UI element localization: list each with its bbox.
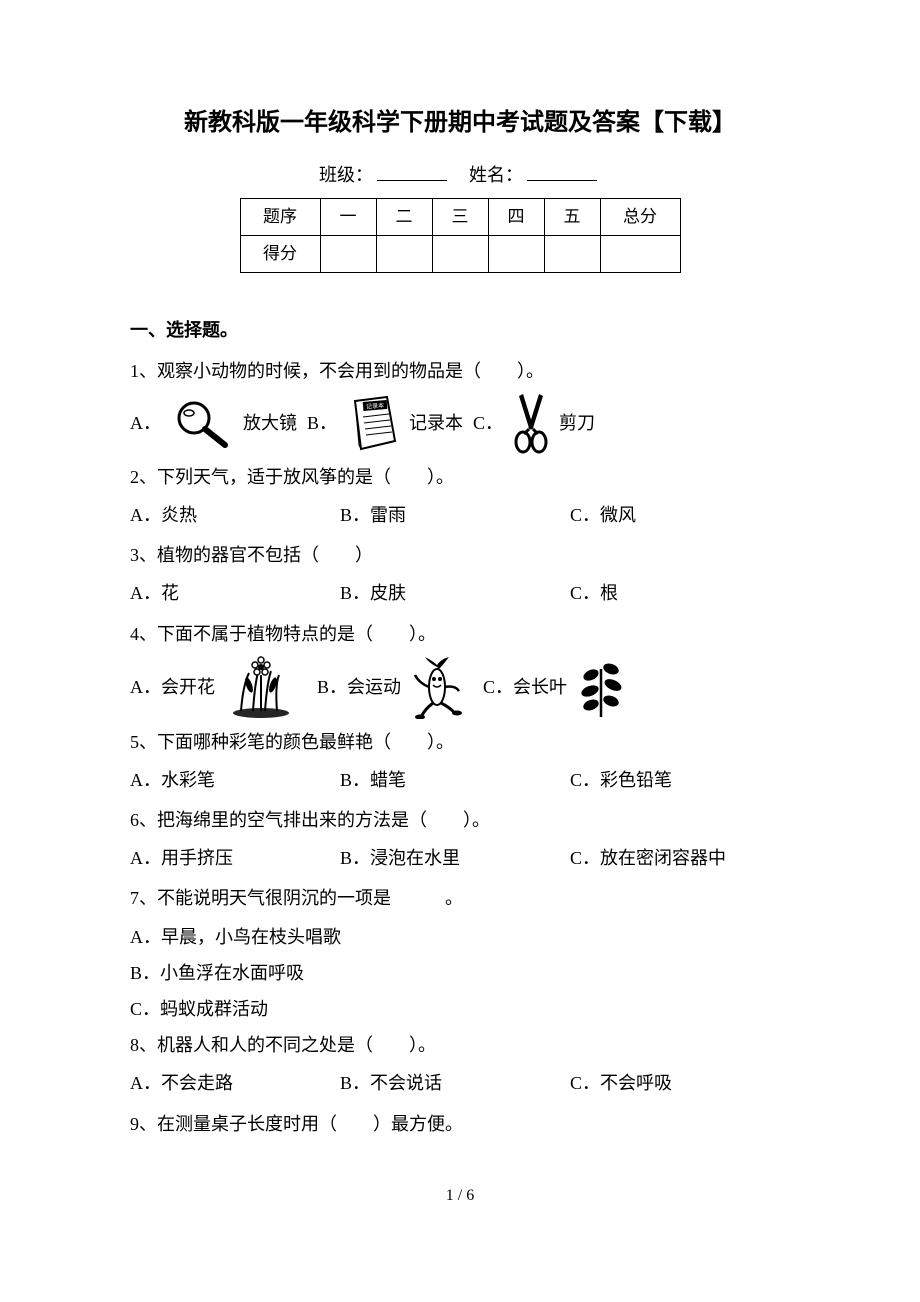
question-1-text: 1、观察小动物的时候，不会用到的物品是（ ）。 xyxy=(130,354,790,388)
table-cell: 五 xyxy=(544,198,600,235)
option-c: C．根 xyxy=(570,576,790,610)
option-b: B．皮肤 xyxy=(340,576,560,610)
question-9-text: 9、在测量桌子长度时用（ ）最方便。 xyxy=(130,1107,790,1141)
question-8-text: 8、机器人和人的不同之处是（ ）。 xyxy=(130,1028,790,1062)
table-cell: 四 xyxy=(488,198,544,235)
running-plant-icon xyxy=(407,655,467,719)
question-6-options: A．用手挤压 B．浸泡在水里 C．放在密闭容器中 xyxy=(130,841,790,875)
table-cell xyxy=(432,236,488,273)
option-b-prefix: B． xyxy=(307,406,337,440)
question-2-options: A．炎热 B．雷雨 C．微风 xyxy=(130,498,790,532)
table-cell xyxy=(376,236,432,273)
option-b-label: 会运动 xyxy=(347,670,401,704)
table-row: 题序 一 二 三 四 五 总分 xyxy=(240,198,680,235)
option-a-prefix: A． xyxy=(130,406,161,440)
option-c: C．彩色铅笔 xyxy=(570,763,790,797)
question-7-options: A．早晨，小鸟在枝头唱歌 B．小鱼浮在水面呼吸 C．蚂蚁成群活动 xyxy=(130,920,790,1027)
option-c: C．不会呼吸 xyxy=(570,1066,790,1100)
option-b-label: 记录本 xyxy=(409,406,463,440)
question-4-options: A． 会开花 xyxy=(130,655,790,719)
flower-plant-icon xyxy=(221,655,301,719)
option-c-prefix: C． xyxy=(473,406,503,440)
notebook-icon: 记录本 xyxy=(343,393,403,453)
option-c: C．放在密闭容器中 xyxy=(570,841,790,875)
name-blank xyxy=(527,163,597,181)
table-cell: 一 xyxy=(320,198,376,235)
option-c-prefix: C． xyxy=(483,670,513,704)
option-a: A． 放大镜 xyxy=(130,398,297,448)
class-blank xyxy=(377,163,447,181)
option-a-label: 会开花 xyxy=(161,670,215,704)
option-b: B．不会说话 xyxy=(340,1066,560,1100)
question-4-text: 4、下面不属于植物特点的是（ ）。 xyxy=(130,617,790,651)
option-b: B．雷雨 xyxy=(340,498,560,532)
option-c-label: 会长叶 xyxy=(513,670,567,704)
option-a: A．水彩笔 xyxy=(130,763,330,797)
option-a: A．花 xyxy=(130,576,330,610)
option-c: C． 会长叶 xyxy=(483,655,635,719)
question-8-options: A．不会走路 B．不会说话 C．不会呼吸 xyxy=(130,1066,790,1100)
table-cell xyxy=(544,236,600,273)
leafy-plant-icon xyxy=(573,655,629,719)
table-cell: 二 xyxy=(376,198,432,235)
name-label: 姓名： xyxy=(469,165,523,185)
option-a: A．不会走路 xyxy=(130,1066,330,1100)
option-a: A．早晨，小鸟在枝头唱歌 xyxy=(130,920,790,954)
option-c: C． 剪刀 xyxy=(473,392,595,454)
question-3-options: A．花 B．皮肤 C．根 xyxy=(130,576,790,610)
table-cell: 得分 xyxy=(240,236,320,273)
page-number: 1 / 6 xyxy=(130,1181,790,1211)
scissors-icon xyxy=(509,392,553,454)
question-2-text: 2、下列天气，适于放风筝的是（ ）。 xyxy=(130,460,790,494)
magnifier-icon xyxy=(167,398,237,448)
table-row: 得分 xyxy=(240,236,680,273)
option-b: B．小鱼浮在水面呼吸 xyxy=(130,956,790,990)
option-a-label: 放大镜 xyxy=(243,406,297,440)
question-1-options: A． 放大镜 B． 记录本 记录本 C． xyxy=(130,392,790,454)
question-6-text: 6、把海绵里的空气排出来的方法是（ ）。 xyxy=(130,803,790,837)
option-b: B． 记录本 记录本 xyxy=(307,393,463,453)
option-b-prefix: B． xyxy=(317,670,347,704)
question-3-text: 3、植物的器官不包括（ ） xyxy=(130,538,790,572)
option-a-prefix: A． xyxy=(130,670,161,704)
option-b: B．蜡笔 xyxy=(340,763,560,797)
option-b: B． 会运动 xyxy=(317,655,473,719)
page-title: 新教科版一年级科学下册期中考试题及答案【下载】 xyxy=(130,100,790,146)
class-name-row: 班级： 姓名： xyxy=(130,158,790,192)
section-heading: 一、选择题。 xyxy=(130,313,790,347)
option-a: A． 会开花 xyxy=(130,655,307,719)
question-5-text: 5、下面哪种彩笔的颜色最鲜艳（ ）。 xyxy=(130,725,790,759)
table-cell xyxy=(488,236,544,273)
table-cell xyxy=(600,236,680,273)
class-label: 班级： xyxy=(319,165,373,185)
table-cell: 三 xyxy=(432,198,488,235)
option-c: C．蚂蚁成群活动 xyxy=(130,992,790,1026)
question-5-options: A．水彩笔 B．蜡笔 C．彩色铅笔 xyxy=(130,763,790,797)
option-b: B．浸泡在水里 xyxy=(340,841,560,875)
table-cell: 题序 xyxy=(240,198,320,235)
option-a: A．用手挤压 xyxy=(130,841,330,875)
option-a: A．炎热 xyxy=(130,498,330,532)
option-c: C．微风 xyxy=(570,498,790,532)
option-c-label: 剪刀 xyxy=(559,406,595,440)
score-table: 题序 一 二 三 四 五 总分 得分 xyxy=(240,198,681,274)
question-7-text: 7、不能说明天气很阴沉的一项是 。 xyxy=(130,881,790,915)
table-cell: 总分 xyxy=(600,198,680,235)
table-cell xyxy=(320,236,376,273)
